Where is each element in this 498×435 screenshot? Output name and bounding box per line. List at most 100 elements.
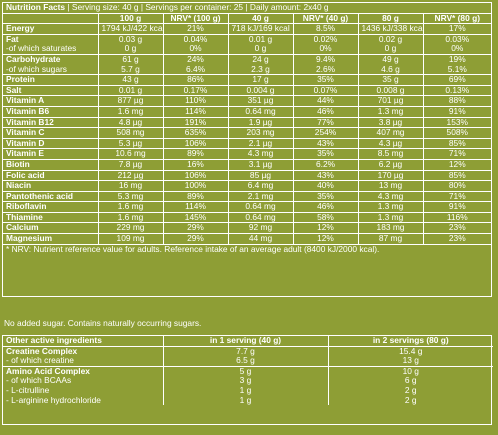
nutrient-name: Calcium (3, 222, 99, 234)
nutrient-value: 109 mg (98, 233, 164, 245)
nutrient-row: Folic acid 212 µg 106% 85 µg 43% 170 µg 85% (3, 169, 492, 181)
nutrient-value: 229 mg (98, 222, 164, 234)
nutrient-value: 0% (451, 44, 464, 54)
nutrient-row: Niacin 16 mg 100% 6.4 mg 40% 13 mg 80% (3, 180, 492, 192)
nutrient-value: 508 mg (98, 127, 164, 139)
nutrient-row: Vitamin D 5.3 µg 106% 2.1 µg 43% 4.3 µg 85% (3, 137, 492, 149)
nutrient-value: 1.6 mg (98, 201, 164, 213)
nutrient-value: 49 g (358, 53, 424, 65)
ingredient-row: - L-citrulline 1 g 2 g (3, 385, 493, 396)
nutrient-row: Vitamin B12 4.8 µg 191% 1.9 µg 77% 3.8 µg 153% (3, 116, 492, 128)
nutrient-value: 35% (293, 148, 359, 160)
nutrient-name: Folic acid (3, 169, 99, 181)
nutrient-value: 100% (163, 180, 229, 192)
nutrient-value: 0.64 mg (228, 211, 294, 223)
nutrient-value: 19% (423, 53, 492, 65)
ingredient-name: Amino Acid Complex (3, 365, 164, 377)
nutrient-value: 89% (163, 148, 229, 160)
nutrient-value: 4.3 mg (358, 190, 424, 202)
column-header-blank (3, 13, 99, 25)
ingredient-name: Creatine Complex (3, 346, 164, 357)
other-header-serving1: in 1 serving (40 g) (163, 336, 329, 347)
nutrient-value: 0.03% (423, 33, 492, 45)
nutrient-value: 46% (293, 105, 359, 118)
nutrition-title: Nutrition Facts (6, 3, 66, 12)
nutrient-value: 1436 kJ/338 kcal (358, 23, 424, 35)
nutrient-value: 114% (163, 105, 229, 118)
nutrient-value: 5.3 mg (98, 190, 164, 202)
nutrient-value: 85 µg (228, 169, 294, 181)
nutrient-value: 6.2% (293, 158, 359, 170)
nutrition-facts-table: Nutrition Facts | Serving size: 40 g | S… (2, 2, 492, 297)
nutrient-value: 0.64 mg (228, 201, 294, 213)
column-header-row: 100 g NRV* (100 g) 40 g NRV* (40 g) 80 g… (3, 13, 492, 25)
column-header: NRV* (80 g) (423, 13, 492, 25)
column-header: NRV* (100 g) (163, 13, 229, 25)
nutrient-value: 40% (293, 180, 359, 192)
column-header: NRV* (40 g) (293, 13, 359, 25)
nutrient-value: 4.3 µg (358, 137, 424, 149)
nutrient-value: 87 mg (358, 233, 424, 245)
nutrient-value: 92 mg (228, 222, 294, 234)
nutrient-value: 35% (293, 190, 359, 202)
nutrient-value: 718 kJ/169 kcal (228, 23, 294, 35)
nutrient-value: 0.17% (163, 84, 229, 96)
nutrient-name: Protein (3, 74, 99, 86)
nutrient-row: Pantothenic acid 5.3 mg 89% 2.1 mg 35% 4.3 mg… (3, 190, 492, 202)
nutrient-value: 17% (448, 23, 466, 34)
other-header-label: Other active ingredients (3, 336, 164, 347)
nutrient-value: 1.9 µg (228, 116, 294, 128)
nutrient-value: 8.5% (293, 23, 359, 35)
ingredient-amount: 2 g (404, 385, 417, 395)
nutrient-value: 0.13% (423, 84, 492, 96)
nutrient-name: Energy (3, 23, 99, 35)
nutrient-value: 1.6 mg (98, 211, 164, 223)
ingredient-amount: 6.5 g (163, 356, 329, 367)
other-header-row: Other active ingredients in 1 serving (4… (3, 336, 493, 347)
nutrient-value: 4.3 mg (228, 148, 294, 160)
nutrient-value: 24% (163, 53, 229, 65)
nutrient-value: 0.02% (293, 33, 359, 45)
nutrient-value: 351 µg (228, 95, 294, 107)
nutrient-value: 0.04% (163, 33, 229, 45)
nutrient-name: Salt (3, 84, 99, 96)
nutrient-value: 5.7 g (98, 64, 164, 75)
nutrient-row: Vitamin E 10.6 mg 89% 4.3 mg 35% 8.5 mg 71% (3, 148, 492, 160)
nutrient-value: 85% (423, 169, 492, 181)
nutrient-row: Salt 0.01 g 0.17% 0.004 g 0.07% 0.008 g 0.13% (3, 84, 492, 96)
nutrient-row: Vitamin B6 1.6 mg 114% 0.64 mg 46% 1.3 mg 91% (3, 105, 492, 118)
nutrient-value: 0 g (228, 44, 294, 55)
nutrient-value: 1794 kJ/422 kcal (98, 23, 164, 35)
ingredient-amount: 10 g (328, 365, 493, 377)
nutrient-value: 2.3 g (228, 64, 294, 75)
nutrient-value: 191% (163, 116, 229, 128)
nutrient-row: -of which sugars 5.7 g 6.4% 2.3 g 2.6% 4.6 g 5… (3, 64, 491, 75)
nutrient-value: 24 g (228, 53, 294, 65)
nutrient-value: 58% (293, 211, 359, 223)
nutrient-row: Biotin 7.8 µg 16% 3.1 µg 6.2% 6.2 µg 12% (3, 158, 492, 170)
nutrient-value: 4.8 µg (98, 116, 164, 128)
nutrient-name: Pantothenic acid (3, 190, 99, 202)
nutrient-value: 43% (293, 137, 359, 149)
nutrient-value: 46% (293, 201, 359, 213)
nutrient-value: 12% (423, 158, 492, 170)
nutrient-name: -of which sugars (3, 64, 99, 75)
nutrient-row: Thiamine 1.6 mg 145% 0.64 mg 58% 1.3 mg 116% (3, 211, 492, 223)
nutrient-value: 86% (163, 74, 229, 86)
ingredient-amount: 5 g (163, 365, 329, 377)
ingredient-name: - L-arginine hydrochloride (3, 395, 164, 406)
nutrient-value: 0.07% (293, 84, 359, 96)
nutrient-value: 877 µg (98, 95, 164, 107)
ingredient-amount: 7.7 g (163, 346, 329, 357)
nutrient-row: Magnesium 109 mg 29% 44 mg 12% 87 mg 23% (3, 233, 492, 245)
nutrient-value: 89% (163, 190, 229, 202)
nutrient-value: 110% (163, 95, 229, 107)
nutrient-value: 6.4% (163, 64, 229, 75)
ingredient-amount: 15.4 g (399, 346, 423, 356)
nutrient-name: Carbohydrate (3, 53, 99, 65)
nutrient-value: 35 g (358, 74, 424, 86)
nutrient-value: 7.8 µg (98, 158, 164, 170)
ingredient-name: - L-citrulline (3, 385, 164, 396)
nutrient-value: 2.1 µg (228, 137, 294, 149)
nutrient-value: 0.64 mg (228, 105, 294, 118)
